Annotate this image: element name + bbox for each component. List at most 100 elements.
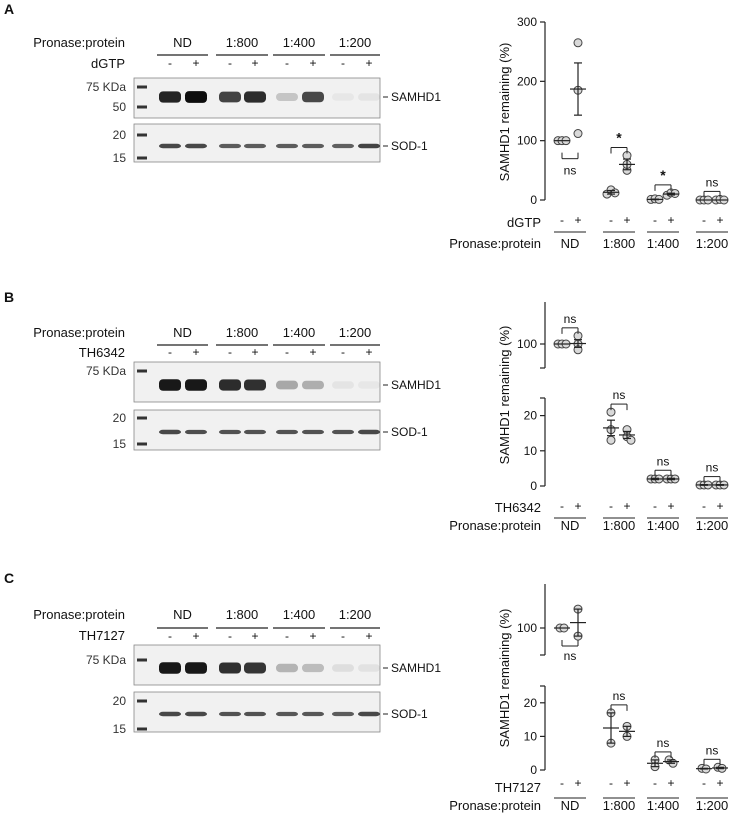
lane-sign: + (251, 629, 258, 643)
lane-band (302, 143, 324, 149)
pronase-label: Pronase:protein (33, 325, 125, 340)
chart-group-label: ND (561, 236, 580, 251)
chart-sign: + (667, 213, 674, 227)
panel-b-blot: B Pronase:protein ND 1:800 1:400 1:200 TH6342 -… (4, 289, 441, 451)
chart-group-label: 1:800 (603, 518, 636, 533)
data-point (626, 435, 636, 445)
lane-sign: - (228, 56, 232, 70)
lane-band (244, 429, 266, 435)
chart-sign: - (702, 213, 706, 227)
ladder-band (137, 156, 147, 160)
ladder-band (137, 133, 147, 137)
lane-band (358, 429, 380, 435)
marker-label: 75 KDa (86, 364, 126, 378)
group-label: 1:400 (283, 607, 316, 622)
sig-label: ns (564, 164, 577, 178)
chart-sign: + (574, 499, 581, 513)
group-label: 1:800 (226, 35, 259, 50)
chart-group-label: 1:200 (696, 236, 729, 251)
chart-panel-a: 0 100 200 300 SAMHD1 remaining (%) ns * * ns dGTP… (449, 15, 729, 251)
y-tick-label: 100 (517, 337, 537, 351)
lane-band (185, 91, 207, 103)
lane-band (332, 664, 354, 672)
lane-band (185, 379, 207, 391)
lane-band (159, 379, 181, 391)
chart-sign: - (560, 776, 564, 790)
sig-label: ns (564, 649, 577, 663)
chart-sign: - (653, 776, 657, 790)
lane-sign: - (341, 56, 345, 70)
sig-label: ns (613, 388, 626, 402)
data-point (573, 129, 583, 139)
lane-sign: + (251, 345, 258, 359)
lane-band (302, 91, 324, 103)
ladder-band (137, 416, 147, 420)
ladder-band (137, 658, 147, 662)
lane-band (302, 380, 324, 390)
chart-sign: + (574, 776, 581, 790)
panel-a-blot: A Pronase:protein ND 1:800 1:400 1:200 dGTP - + -… (4, 1, 441, 165)
chart-sign: + (574, 213, 581, 227)
sod1-label: SOD-1 (391, 707, 428, 721)
lane-sign: - (341, 345, 345, 359)
chart-treatment-label: dGTP (507, 215, 541, 230)
panel-letter: A (4, 1, 14, 17)
sig-label: ns (706, 743, 719, 757)
panel-letter: B (4, 289, 14, 305)
lane-sign: + (365, 56, 372, 70)
chart-sign: - (560, 213, 564, 227)
y-tick-label: 0 (530, 479, 537, 493)
group-label: 1:200 (339, 607, 372, 622)
sig-label: ns (564, 312, 577, 326)
lane-sign: + (192, 629, 199, 643)
y-axis-label: SAMHD1 remaining (%) (497, 609, 512, 748)
lane-band (219, 91, 241, 103)
lane-band (358, 664, 380, 672)
y-tick-label: 300 (517, 15, 537, 29)
chart-sign: - (560, 499, 564, 513)
pronase-label: Pronase:protein (33, 35, 125, 50)
chart-group-label: 1:200 (696, 518, 729, 533)
sod1-label: SOD-1 (391, 139, 428, 153)
lane-band (276, 92, 298, 102)
group-label: ND (173, 35, 192, 50)
chart-sign: + (716, 776, 723, 790)
chart-sign: - (653, 499, 657, 513)
ladder-band (137, 369, 147, 373)
y-axis-label: SAMHD1 remaining (%) (497, 326, 512, 465)
lane-band (185, 711, 207, 717)
lane-sign: + (309, 56, 316, 70)
y-tick-label: 10 (524, 729, 538, 743)
lane-band (276, 711, 298, 717)
y-tick-label: 20 (524, 409, 538, 423)
marker-label: 15 (113, 151, 127, 165)
sig-label: ns (706, 461, 719, 475)
chart-group-label: 1:400 (647, 518, 680, 533)
panel-c-blot: C Pronase:protein ND 1:800 1:400 1:200 TH7127 -… (4, 570, 441, 736)
ladder-band (137, 699, 147, 703)
chart-panel-c: 100 0 10 20 SAMHD1 remaining (%) ns ns ns ns TH71… (449, 584, 728, 813)
group-label: 1:200 (339, 325, 372, 340)
marker-label: 75 KDa (86, 80, 126, 94)
lane-band (276, 429, 298, 435)
lane-band (358, 143, 380, 149)
lane-sign: - (228, 345, 232, 359)
marker-label: 50 (113, 100, 127, 114)
lane-band (219, 379, 241, 391)
pronase-label: Pronase:protein (33, 607, 125, 622)
chart-pronase-label: Pronase:protein (449, 518, 541, 533)
lane-band (159, 662, 181, 674)
lane-band (185, 429, 207, 435)
y-tick-label: 20 (524, 696, 538, 710)
chart-group-label: 1:800 (603, 236, 636, 251)
lane-sign: - (228, 629, 232, 643)
group-label: 1:400 (283, 325, 316, 340)
lane-band (159, 429, 181, 435)
chart-group-label: 1:800 (603, 798, 636, 813)
lane-band (244, 91, 266, 103)
sig-label: ns (657, 454, 670, 468)
chart-treatment-label: TH7127 (495, 780, 541, 795)
ladder-band (137, 727, 147, 731)
data-point (606, 435, 616, 445)
chart-sign: + (716, 213, 723, 227)
